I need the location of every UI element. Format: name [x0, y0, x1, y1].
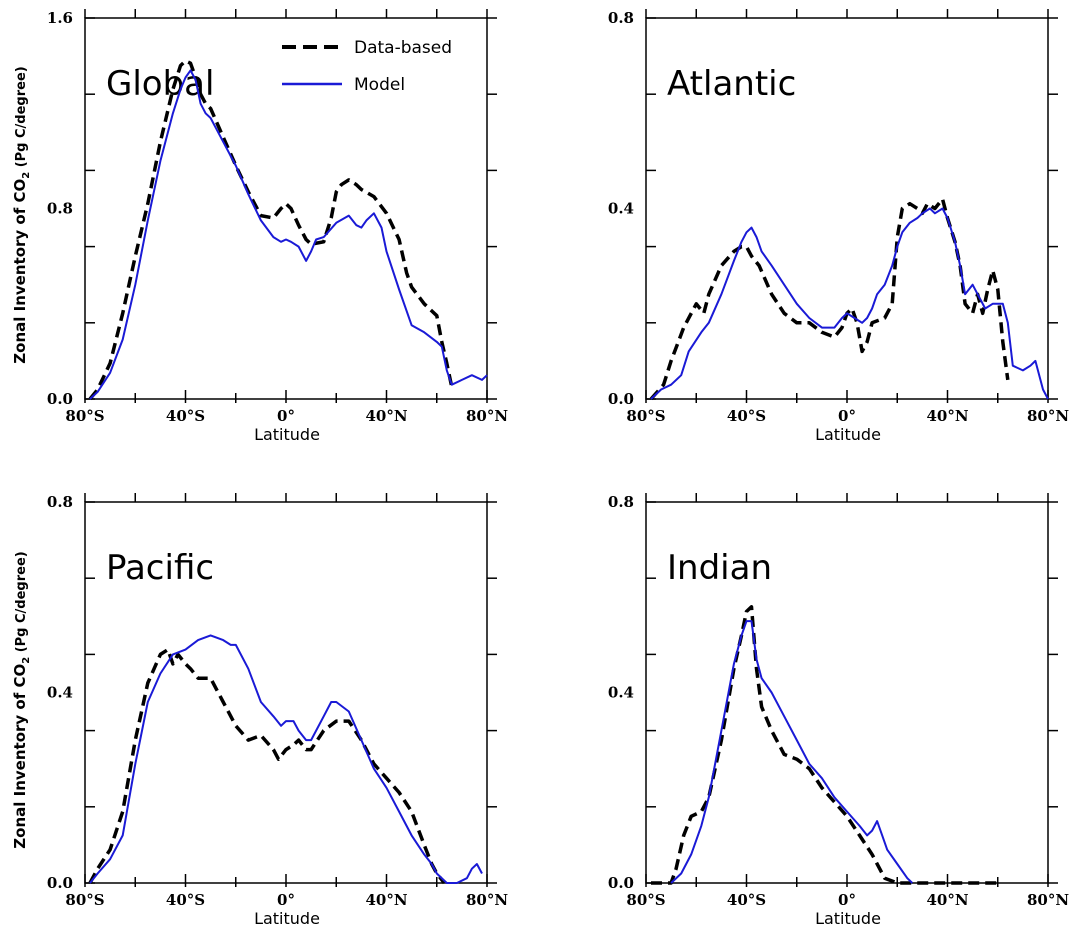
legend-label-model: Model	[354, 75, 405, 95]
legend-label-data-based: Data-based	[354, 38, 452, 58]
x-axis-label: Latitude	[815, 909, 881, 928]
y-axis-label-top: Zonal Inventory of CO2 (Pg C/degree)	[11, 66, 32, 363]
panel-title: Pacific	[106, 548, 214, 588]
legend: Data-based Model	[282, 38, 452, 95]
x-tick-label: 40°S	[727, 407, 766, 425]
x-tick-label: 0°	[838, 891, 856, 909]
y-tick-label: 0.0	[47, 390, 73, 408]
x-tick-label: 80°N	[1027, 891, 1069, 909]
x-axis-label: Latitude	[815, 425, 881, 444]
x-axis-label: Latitude	[254, 909, 320, 928]
ylabel-main: Zonal Inventory of CO	[11, 664, 29, 849]
ylabel-subscript: 2	[21, 657, 32, 664]
x-tick-label: 80°N	[1027, 407, 1069, 425]
y-tick-label: 0.0	[608, 874, 634, 892]
panel-atlantic: 80°S 40°S 0° 40°N 80°N 0.0 0.4 0.8 Latitude Atlan…	[608, 9, 1069, 444]
x-tick-label: 40°S	[727, 891, 766, 909]
y-tick-label: 0.4	[608, 200, 634, 218]
ylabel-subscript: 2	[21, 172, 32, 179]
y-tick-label: 0.8	[47, 493, 73, 511]
x-tick-label: 40°S	[166, 407, 205, 425]
series-line-data-based	[649, 197, 1010, 401]
panel-title: Indian	[667, 548, 772, 588]
y-tick-label: 0.0	[608, 390, 634, 408]
panel-title: Atlantic	[667, 64, 796, 104]
series-line-model	[89, 634, 483, 884]
x-tick-label: 40°N	[365, 407, 407, 425]
y-tick-label: 0.8	[47, 200, 73, 218]
x-tick-label: 0°	[277, 891, 295, 909]
y-tick-label: 1.6	[47, 9, 73, 27]
ylabel-units: (Pg C/degree)	[14, 66, 29, 172]
x-tick-label: 80°N	[466, 891, 508, 909]
x-tick-label: 40°N	[365, 891, 407, 909]
y-tick-label: 0.8	[608, 493, 634, 511]
ylabel-units: (Pg C/degree)	[14, 551, 29, 657]
y-axis-label-bottom: Zonal Inventory of CO2 (Pg C/degree)	[11, 551, 32, 848]
x-tick-label: 80°S	[65, 891, 104, 909]
x-tick-label: 0°	[277, 407, 295, 425]
x-tick-label: 0°	[838, 407, 856, 425]
x-axis-label: Latitude	[254, 425, 320, 444]
y-tick-label: 0.0	[47, 874, 73, 892]
series-line-data-based	[88, 647, 446, 885]
y-tick-label: 0.4	[47, 684, 73, 702]
x-tick-label: 40°S	[166, 891, 205, 909]
panel-indian: 80°S 40°S 0° 40°N 80°N 0.0 0.4 0.8 Latitude India…	[608, 493, 1069, 928]
series-line-data-based	[651, 605, 998, 885]
x-tick-label: 40°N	[926, 407, 968, 425]
series-line-model	[650, 207, 1049, 400]
x-tick-label: 80°N	[466, 407, 508, 425]
x-tick-label: 80°S	[626, 407, 665, 425]
ylabel-main: Zonal Inventory of CO	[11, 179, 29, 364]
series-line-model	[670, 620, 913, 884]
panel-global: 80°S 40°S 0° 40°N 80°N0.00.81.6LatitudeGloba…	[47, 9, 508, 444]
y-tick-label: 0.8	[608, 9, 634, 27]
series-line-data-based	[88, 59, 454, 401]
x-tick-label: 80°S	[626, 891, 665, 909]
x-tick-label: 80°S	[65, 407, 104, 425]
panel-pacific: 80°S 40°S 0° 40°N 80°N 0.0 0.4 0.8 Latitude Pacif…	[47, 493, 508, 928]
y-tick-label: 0.4	[608, 684, 634, 702]
series-line-model	[89, 69, 488, 400]
x-tick-label: 40°N	[926, 891, 968, 909]
